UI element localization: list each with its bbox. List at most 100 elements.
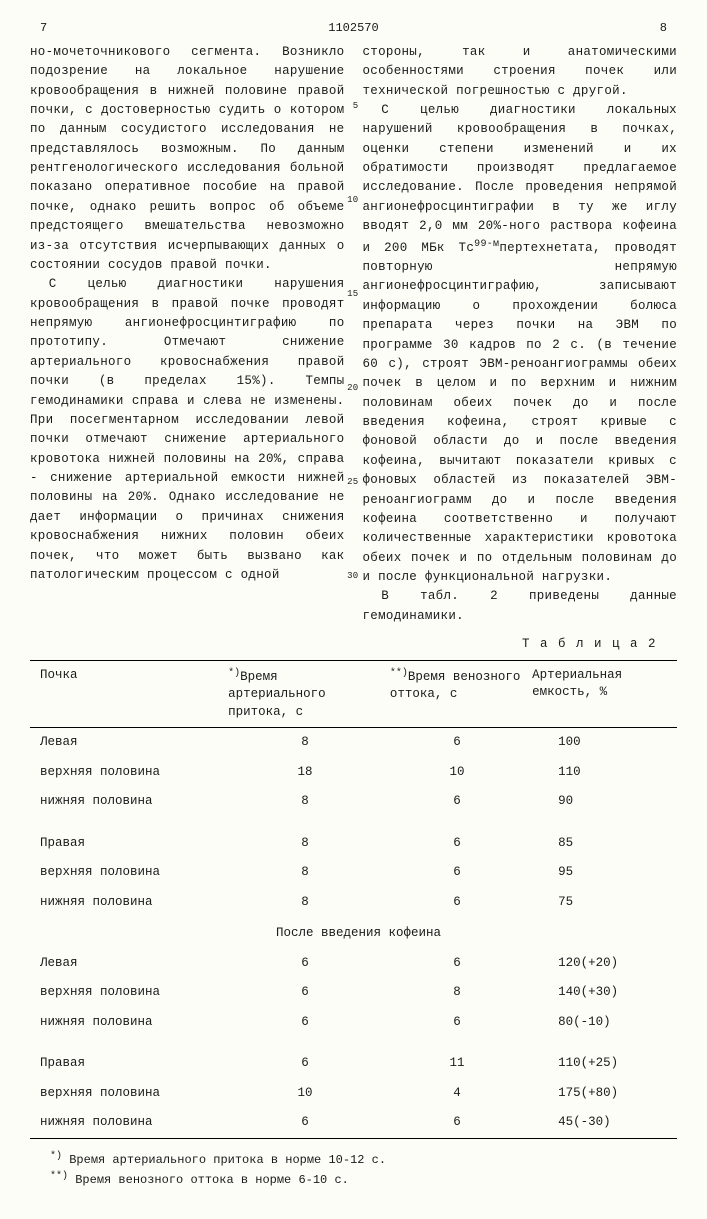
table-cell: 120(+20): [528, 949, 677, 979]
table-row: нижняя половина6680(-10): [30, 1008, 677, 1038]
table-label: Т а б л и ц а 2: [30, 636, 677, 654]
page: 7 1102570 8 5 10 15 20 25 30 но-мочеточн…: [0, 0, 707, 1219]
table-cell: 175(+80): [528, 1079, 677, 1109]
table-row: нижняя половина8690: [30, 787, 677, 817]
table-cell: нижняя половина: [30, 888, 224, 918]
col-header: **)Время венозного оттока, с: [386, 660, 528, 728]
table-row: Правая8685: [30, 829, 677, 859]
line-num: 15: [347, 288, 358, 302]
line-num: 10: [347, 194, 358, 208]
table-cell: [528, 817, 677, 829]
table-cell: 45(-30): [528, 1108, 677, 1138]
table-row: [30, 817, 677, 829]
table-cell: 100: [528, 728, 677, 758]
table-cell: 6: [224, 1049, 386, 1079]
page-num-right: 8: [660, 20, 667, 37]
superscript: 99-м: [474, 239, 499, 250]
table-cell: [224, 817, 386, 829]
table-cell: 140(+30): [528, 978, 677, 1008]
table-cell: Правая: [30, 829, 224, 859]
table-row: верхняя половина8695: [30, 858, 677, 888]
table-cell: 90: [528, 787, 677, 817]
table-cell: 110(+25): [528, 1049, 677, 1079]
right-column: стороны, так и анатомическими особенност…: [363, 43, 678, 626]
table-row: Левая66120(+20): [30, 949, 677, 979]
table-row: нижняя половина8675: [30, 888, 677, 918]
two-column-text: 5 10 15 20 25 30 но-мочеточникового сегм…: [30, 43, 677, 626]
table-cell: [528, 1037, 677, 1049]
table-row: верхняя половина68140(+30): [30, 978, 677, 1008]
table-cell: 8: [224, 787, 386, 817]
table-cell: 6: [224, 1008, 386, 1038]
table-header: Почка *)Время артериального притока, с *…: [30, 660, 677, 728]
table-cell: 8: [224, 888, 386, 918]
table-cell: 6: [386, 858, 528, 888]
table-cell: нижняя половина: [30, 1008, 224, 1038]
table-cell: 80(-10): [528, 1008, 677, 1038]
table-cell: 85: [528, 829, 677, 859]
footnote: *) Время артериального притока в норме 1…: [50, 1149, 677, 1169]
table-row: верхняя половина104175(+80): [30, 1079, 677, 1109]
table-cell: Правая: [30, 1049, 224, 1079]
table-cell: 10: [224, 1079, 386, 1109]
doc-number: 1102570: [47, 20, 660, 37]
page-num-left: 7: [40, 20, 47, 37]
header: 7 1102570 8: [30, 20, 677, 37]
paragraph: С целью диагностики локальных нарушений …: [363, 101, 678, 588]
table-cell: 6: [386, 728, 528, 758]
line-num: 20: [347, 382, 358, 396]
hemodynamics-table: Почка *)Время артериального притока, с *…: [30, 660, 677, 1139]
table-cell: 8: [224, 829, 386, 859]
table-cell: нижняя половина: [30, 1108, 224, 1138]
table-cell: 10: [386, 758, 528, 788]
table-cell: нижняя половина: [30, 787, 224, 817]
table-cell: [386, 1037, 528, 1049]
table-cell: 8: [386, 978, 528, 1008]
line-num: 5: [353, 100, 359, 114]
table-row: Левая86100: [30, 728, 677, 758]
table-row: нижняя половина6645(-30): [30, 1108, 677, 1138]
table-cell: 6: [386, 829, 528, 859]
table-cell: верхняя половина: [30, 1079, 224, 1109]
footnote: **) Время венозного оттока в норме 6-10 …: [50, 1169, 677, 1189]
table-cell: 6: [386, 888, 528, 918]
line-num: 25: [347, 476, 358, 490]
paragraph: В табл. 2 приведены данные гемодинамики.: [363, 587, 678, 626]
table-cell: Левая: [30, 949, 224, 979]
table-cell: 6: [386, 949, 528, 979]
table-cell: 18: [224, 758, 386, 788]
col-header: Артериальная емкость, %: [528, 660, 677, 728]
table-cell: верхняя половина: [30, 758, 224, 788]
table-cell: 11: [386, 1049, 528, 1079]
table-row: [30, 1037, 677, 1049]
paragraph: но-мочеточникового сегмента. Возникло по…: [30, 43, 345, 276]
col-header: *)Время артериального притока, с: [224, 660, 386, 728]
paragraph: стороны, так и анатомическими особенност…: [363, 43, 678, 101]
table-row: Правая611110(+25): [30, 1049, 677, 1079]
footnotes: *) Время артериального притока в норме 1…: [30, 1149, 677, 1189]
section-row: После введения кофеина: [30, 917, 677, 949]
table-cell: 95: [528, 858, 677, 888]
table-body: Левая86100верхняя половина1810110нижняя …: [30, 728, 677, 1139]
table-row: верхняя половина1810110: [30, 758, 677, 788]
table-cell: 6: [224, 978, 386, 1008]
table-cell: [224, 1037, 386, 1049]
section-label: После введения кофеина: [30, 917, 677, 949]
table-cell: Левая: [30, 728, 224, 758]
table-cell: [30, 817, 224, 829]
paragraph: С целью диагностики нарушения кровообращ…: [30, 275, 345, 585]
table-cell: 6: [386, 1008, 528, 1038]
table-cell: 75: [528, 888, 677, 918]
table-cell: верхняя половина: [30, 858, 224, 888]
table-cell: 8: [224, 728, 386, 758]
table-cell: верхняя половина: [30, 978, 224, 1008]
line-num: 30: [347, 570, 358, 584]
col-header: Почка: [30, 660, 224, 728]
table-cell: 8: [224, 858, 386, 888]
left-column: 5 10 15 20 25 30 но-мочеточникового сегм…: [30, 43, 345, 626]
table-cell: 4: [386, 1079, 528, 1109]
table-cell: 6: [386, 1108, 528, 1138]
table-cell: 6: [224, 1108, 386, 1138]
table-cell: [386, 817, 528, 829]
table-cell: [30, 1037, 224, 1049]
